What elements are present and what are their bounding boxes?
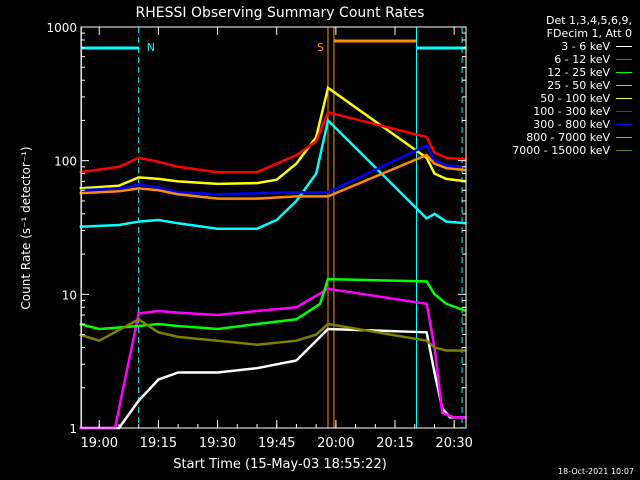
legend-entry-6: 100 - 300 keV bbox=[482, 105, 632, 118]
legend-swatch bbox=[616, 46, 632, 47]
x-tick-label: 20:00 bbox=[317, 436, 354, 451]
y-tick-label: 10 bbox=[62, 288, 77, 302]
legend-header-decimation: FDecim 1, Att 0 bbox=[546, 27, 632, 40]
legend-entry-label: 12 - 25 keV bbox=[547, 66, 610, 79]
legend-entries: 3 - 6 keV 6 - 12 keV 12 - 25 keV 25 - 50 ke… bbox=[482, 40, 632, 157]
legend-entry-8: 800 - 7000 keV bbox=[482, 131, 632, 144]
legend-entry-label: 300 - 800 keV bbox=[533, 118, 610, 131]
legend: Det 1,3,4,5,6,9, FDecim 1, Att 0 3 - 6 k… bbox=[482, 14, 632, 157]
x-axis-label: Start Time (15-May-03 18:55:22) bbox=[173, 457, 387, 472]
legend-entry-label: 100 - 300 keV bbox=[533, 105, 610, 118]
generation-timestamp: 18-Oct-2021 10:07 bbox=[558, 467, 634, 476]
legend-swatch bbox=[616, 98, 632, 99]
legend-entry-label: 800 - 7000 keV bbox=[526, 131, 610, 144]
x-tick-label: 19:45 bbox=[258, 436, 295, 451]
series-line-9 bbox=[79, 317, 466, 352]
x-tick-label: 19:30 bbox=[199, 436, 236, 451]
series-line-3 bbox=[79, 277, 467, 331]
legend-entry-label: 25 - 50 keV bbox=[547, 79, 610, 92]
series-line-7 bbox=[79, 143, 467, 196]
legend-entry-9: 7000 - 15000 keV bbox=[482, 144, 632, 157]
series-line-5 bbox=[79, 85, 467, 190]
legend-entry-4: 25 - 50 keV bbox=[482, 79, 632, 92]
legend-header-detectors: Det 1,3,4,5,6,9, bbox=[545, 14, 632, 27]
legend-entry-label: 3 - 6 keV bbox=[561, 40, 610, 53]
plot-frame bbox=[80, 26, 467, 429]
y-tick-label: 1000 bbox=[46, 21, 77, 35]
series-line-4 bbox=[79, 117, 467, 230]
x-tick-label: 20:30 bbox=[435, 436, 472, 451]
legend-swatch bbox=[616, 124, 632, 125]
legend-entry-1: 3 - 6 keV bbox=[482, 40, 632, 53]
y-tick-label: 1 bbox=[69, 422, 77, 436]
plot-area: N S 1 10 100 1000 19:00 19:15 19:30 19:45 20:00 20:… bbox=[46, 21, 472, 451]
legend-swatch bbox=[616, 85, 632, 86]
y-tick-label: 100 bbox=[54, 155, 77, 169]
chart-title: RHESSI Observing Summary Count Rates bbox=[136, 5, 425, 21]
legend-entry-7: 300 - 800 keV bbox=[482, 118, 632, 131]
series-line-2 bbox=[79, 287, 466, 430]
saa-annotation-label: S bbox=[317, 41, 324, 54]
legend-entry-label: 7000 - 15000 keV bbox=[512, 144, 610, 157]
legend-swatch bbox=[616, 150, 632, 151]
legend-entry-5: 50 - 100 keV bbox=[482, 92, 632, 105]
x-tick-label: 19:15 bbox=[140, 436, 177, 451]
legend-entry-2: 6 - 12 keV bbox=[482, 53, 632, 66]
legend-swatch bbox=[616, 59, 632, 60]
legend-entry-3: 12 - 25 keV bbox=[482, 66, 632, 79]
legend-entry-label: 50 - 100 keV bbox=[540, 92, 610, 105]
legend-swatch bbox=[616, 111, 632, 112]
y-axis-label: Count Rate (s⁻¹ detector⁻¹) bbox=[19, 146, 33, 309]
x-tick-label: 19:00 bbox=[81, 436, 118, 451]
legend-entry-label: 6 - 12 keV bbox=[554, 53, 610, 66]
series-line-8 bbox=[79, 153, 467, 200]
night-annotation-label: N bbox=[147, 41, 155, 54]
series-line-6 bbox=[79, 110, 467, 174]
x-tick-label: 20:15 bbox=[376, 436, 413, 451]
legend-swatch bbox=[616, 137, 632, 138]
legend-swatch bbox=[616, 72, 632, 73]
